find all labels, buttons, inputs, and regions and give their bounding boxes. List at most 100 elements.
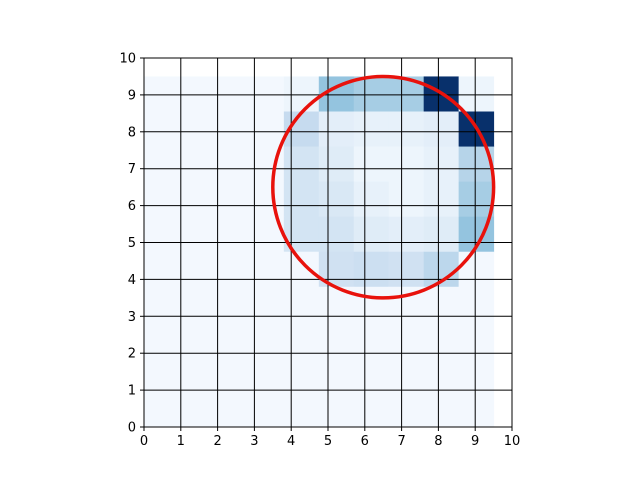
heatmap-cell — [178, 111, 215, 148]
x-tick-label: 1 — [177, 434, 185, 449]
heatmap-cell — [318, 181, 355, 218]
heatmap-cell — [213, 76, 250, 113]
heatmap-cell — [144, 356, 180, 393]
heatmap-cell — [144, 181, 180, 218]
heatmap-cell — [458, 181, 495, 218]
heatmap-cell — [178, 181, 215, 218]
heatmap-cell — [178, 251, 215, 288]
heatmap-cell — [178, 391, 215, 428]
heatmap-cell — [178, 146, 215, 183]
heatmap-cell — [213, 216, 250, 253]
heatmap-cell — [458, 76, 495, 113]
x-tick-label: 3 — [250, 434, 258, 449]
heatmap-cell — [388, 146, 425, 183]
x-tick-label: 9 — [471, 434, 479, 449]
heatmap-cell — [178, 321, 215, 358]
heatmap-cell — [388, 111, 425, 148]
y-tick-label: 7 — [128, 162, 136, 177]
heatmap-cell — [318, 216, 355, 253]
heatmap-cell — [144, 251, 180, 288]
heatmap-cell — [283, 251, 320, 288]
heatmap-cell — [423, 216, 460, 253]
heatmap-cell — [423, 146, 460, 183]
heatmap-cell — [213, 321, 250, 358]
y-tick-label: 8 — [128, 125, 136, 140]
heatmap-cell — [283, 181, 320, 218]
heatmap-cell — [423, 321, 460, 358]
y-tick-label: 1 — [128, 384, 136, 399]
heatmap-cell — [458, 391, 495, 428]
heatmap-cell — [423, 391, 460, 428]
x-tick-label: 7 — [397, 434, 405, 449]
heatmap-cell — [318, 321, 355, 358]
heatmap-cell — [353, 146, 390, 183]
heatmap-cell — [283, 286, 320, 323]
y-tick-label: 6 — [128, 199, 136, 214]
x-tick-label: 10 — [504, 434, 521, 449]
heatmap-cell — [353, 286, 390, 323]
heatmap-cell — [318, 146, 355, 183]
heatmap-cell — [283, 391, 320, 428]
heatmap-cell — [213, 356, 250, 393]
heatmap-cell — [283, 321, 320, 358]
y-tick-label: 0 — [128, 421, 136, 436]
heatmap-cell — [388, 216, 425, 253]
heatmap-cell — [353, 216, 390, 253]
heatmap-cell — [178, 356, 215, 393]
y-tick-label: 4 — [128, 273, 136, 288]
heatmap-cell — [388, 356, 425, 393]
heatmap-cell — [353, 251, 390, 288]
y-tick-label: 2 — [128, 347, 136, 362]
heatmap-cell — [213, 181, 250, 218]
heatmap-cell — [458, 286, 495, 323]
heatmap-cell — [318, 391, 355, 428]
heatmap-cell — [144, 216, 180, 253]
heatmap-cell — [318, 111, 355, 148]
y-tick-label: 9 — [128, 88, 136, 103]
heatmap-cell — [144, 391, 180, 428]
heatmap-cell — [178, 76, 215, 113]
heatmap-cell — [353, 356, 390, 393]
heatmap-cell — [178, 216, 215, 253]
x-tick-label: 0 — [140, 434, 148, 449]
heatmap-cell — [353, 391, 390, 428]
y-tick-label: 10 — [119, 52, 136, 67]
x-tick-label: 8 — [434, 434, 442, 449]
heatmap-cell — [353, 76, 390, 113]
heatmap-cell — [388, 321, 425, 358]
heatmap-cell — [353, 111, 390, 148]
heatmap-cell — [213, 391, 250, 428]
heatmap-cell — [423, 111, 460, 148]
x-tick-label: 4 — [287, 434, 295, 449]
highlight-circle — [271, 74, 496, 300]
heatmap-cell — [144, 111, 180, 148]
heatmap-cell — [144, 286, 180, 323]
heatmap-cell — [388, 391, 425, 428]
heatmap-cell — [423, 181, 460, 218]
heatmap-cell — [353, 321, 390, 358]
x-tick-label: 6 — [361, 434, 369, 449]
heatmap-cell — [213, 146, 250, 183]
heatmap-cell — [213, 111, 250, 148]
heatmap-cell — [458, 321, 495, 358]
heatmap-cell — [144, 146, 180, 183]
heatmap-cell — [388, 181, 425, 218]
heatmap-cell — [458, 251, 495, 288]
heatmap-cell — [213, 251, 250, 288]
y-tick-label: 5 — [128, 236, 136, 251]
heatmap-cell — [388, 251, 425, 288]
x-tick-label: 5 — [324, 434, 332, 449]
heatmap-cell — [283, 76, 320, 113]
x-tick-label: 2 — [213, 434, 221, 449]
heatmap-cell — [213, 286, 250, 323]
heatmap-cell — [318, 356, 355, 393]
heatmap-cell — [283, 146, 320, 183]
heatmap-cell — [144, 76, 180, 113]
heatmap-cell — [144, 321, 180, 358]
heatmap-cell — [353, 181, 390, 218]
heatmap-cell — [423, 286, 460, 323]
plot-area: 0 1 2 3 4 5 6 7 8 9 10 0 1 2 3 4 5 6 7 8 9 10 — [119, 52, 520, 450]
y-tick-label: 3 — [128, 310, 136, 325]
heatmap-cell — [458, 356, 495, 393]
